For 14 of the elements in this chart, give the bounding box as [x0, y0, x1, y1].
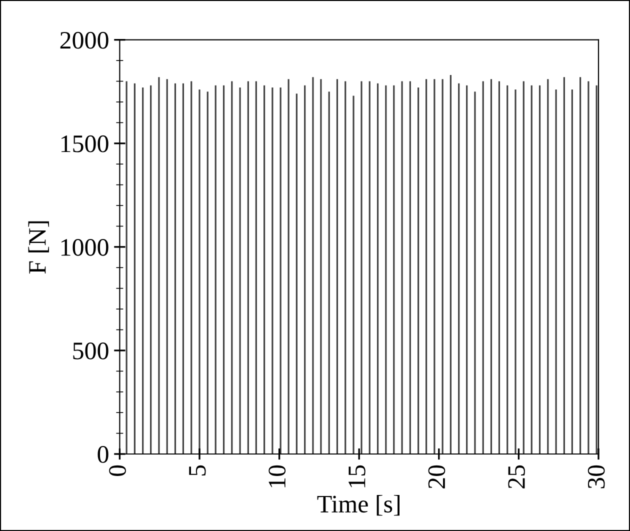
x-tick-label: 5 [189, 465, 206, 476]
y-axis-title: F [N] [28, 221, 49, 274]
y-tick-label: 0 [98, 446, 108, 463]
x-tick-label: 20 [428, 465, 446, 488]
y-tick-label: 2000 [60, 32, 108, 49]
y-tick-label: 500 [73, 342, 108, 360]
x-tick-label: 30 [588, 465, 605, 488]
x-tick-label: 25 [508, 465, 525, 488]
x-axis-title: Time [s] [317, 494, 400, 516]
x-tick-label: 0 [109, 465, 126, 476]
x-tick-label: 10 [268, 465, 286, 488]
y-tick-label: 1000 [61, 238, 108, 256]
x-tick-label: 15 [348, 465, 366, 488]
y-tick-label: 1500 [61, 135, 108, 152]
